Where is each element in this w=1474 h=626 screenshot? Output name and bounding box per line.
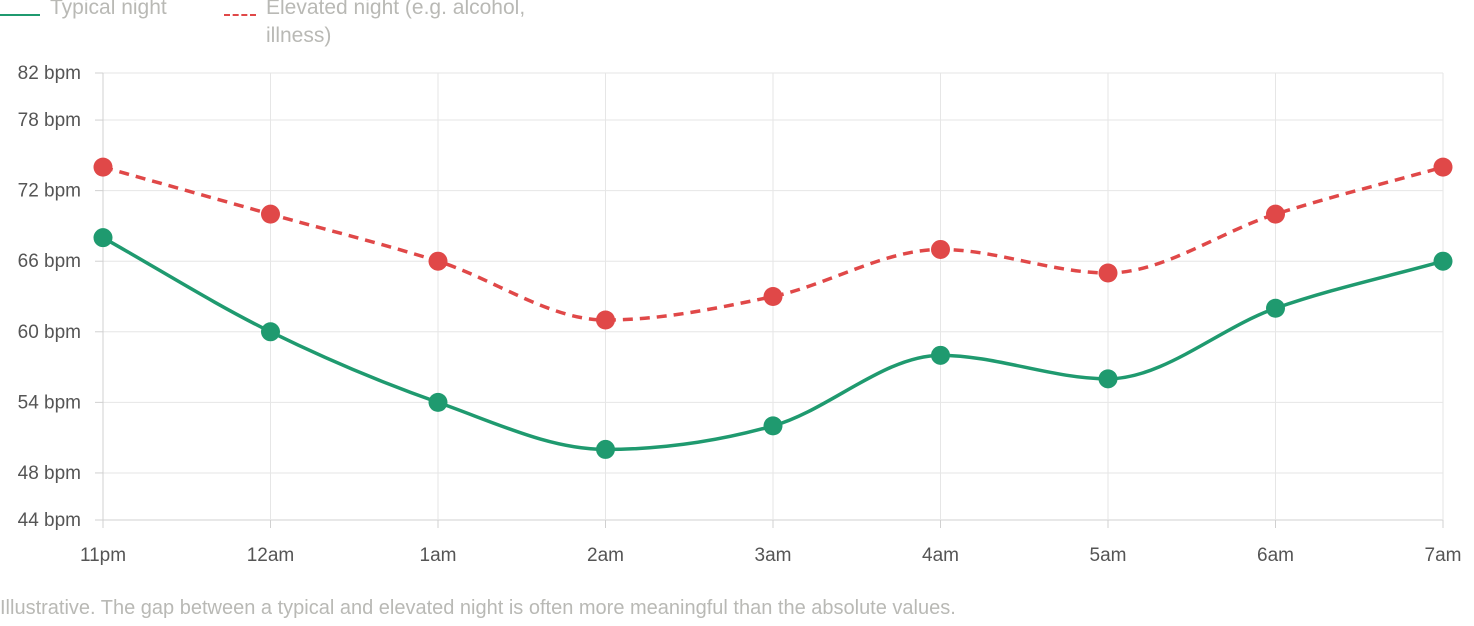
data-point-typical-12am: [261, 322, 280, 342]
chart-caption: Illustrative. The gap between a typical …: [0, 597, 956, 619]
y-tick-label-60: 60 bpm: [18, 322, 81, 343]
y-tick-label-66: 66 bpm: [18, 251, 81, 272]
x-tick-label-7am: 7am: [1425, 545, 1462, 566]
data-point-elevated-12am: [261, 204, 280, 224]
data-point-elevated-7am: [1433, 157, 1453, 177]
y-tick-label-44: 44 bpm: [18, 510, 81, 531]
data-point-elevated-5am: [1098, 263, 1118, 283]
y-tick-label-78: 78 bpm: [18, 110, 81, 131]
x-tick-label-2am: 2am: [587, 545, 624, 566]
legend-label-typical: Typical night: [50, 0, 167, 19]
y-tick-label-82: 82 bpm: [18, 63, 81, 84]
data-point-typical-3am: [763, 416, 783, 436]
legend-label-elevated: Elevated night (e.g. alcohol, illness): [266, 0, 526, 47]
y-tick-label-72: 72 bpm: [18, 181, 81, 202]
data-point-elevated-2am: [596, 310, 615, 330]
y-tick-label-48: 48 bpm: [18, 463, 81, 484]
y-tick-label-54: 54 bpm: [18, 392, 81, 413]
x-tick-label-6am: 6am: [1257, 545, 1294, 566]
x-tick-label-1am: 1am: [420, 545, 457, 566]
x-tick-label-12am: 12am: [247, 545, 295, 566]
legend-swatch-elevated: [224, 14, 256, 16]
x-tick-label-5am: 5am: [1090, 545, 1127, 566]
heart-rate-chart: 44 bpm 48 bpm 54 bpm 60 bpm 66 bpm 72 bpm 78 b…: [18, 63, 1462, 566]
legend-swatch-typical: [0, 14, 40, 16]
data-point-elevated-11pm: [93, 157, 113, 177]
data-point-elevated-6am: [1266, 204, 1285, 224]
data-point-elevated-1am: [428, 251, 448, 271]
data-point-typical-11pm: [93, 228, 113, 248]
data-point-elevated-3am: [763, 287, 783, 306]
data-point-typical-1am: [428, 392, 448, 412]
data-point-typical-5am: [1098, 369, 1118, 389]
data-point-typical-7am: [1433, 251, 1453, 271]
x-tick-label-4am: 4am: [922, 545, 959, 566]
data-point-typical-6am: [1266, 298, 1285, 318]
x-tick-label-11pm: 11pm: [80, 545, 126, 566]
data-point-typical-2am: [596, 439, 615, 459]
x-tick-label-3am: 3am: [755, 545, 792, 566]
data-point-typical-4am: [931, 345, 950, 365]
data-point-elevated-4am: [931, 239, 950, 259]
series-line-elevated: [102, 165, 1444, 322]
